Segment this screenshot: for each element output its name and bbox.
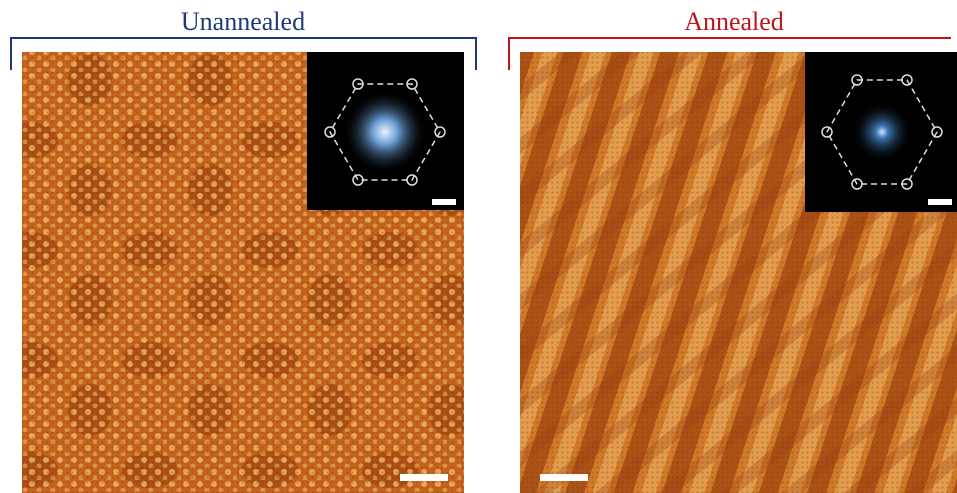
scale-bar: [400, 474, 448, 481]
panel-annealed: Annealed: [509, 7, 957, 493]
fft-inset: [805, 52, 957, 212]
panel-title: Annealed: [684, 7, 784, 36]
figure: Unannealed Annealed: [0, 0, 957, 493]
panel-title: Unannealed: [181, 7, 305, 36]
scale-bar: [540, 474, 588, 481]
panel-unannealed: Unannealed: [11, 7, 476, 493]
fft-inset: [307, 52, 464, 210]
